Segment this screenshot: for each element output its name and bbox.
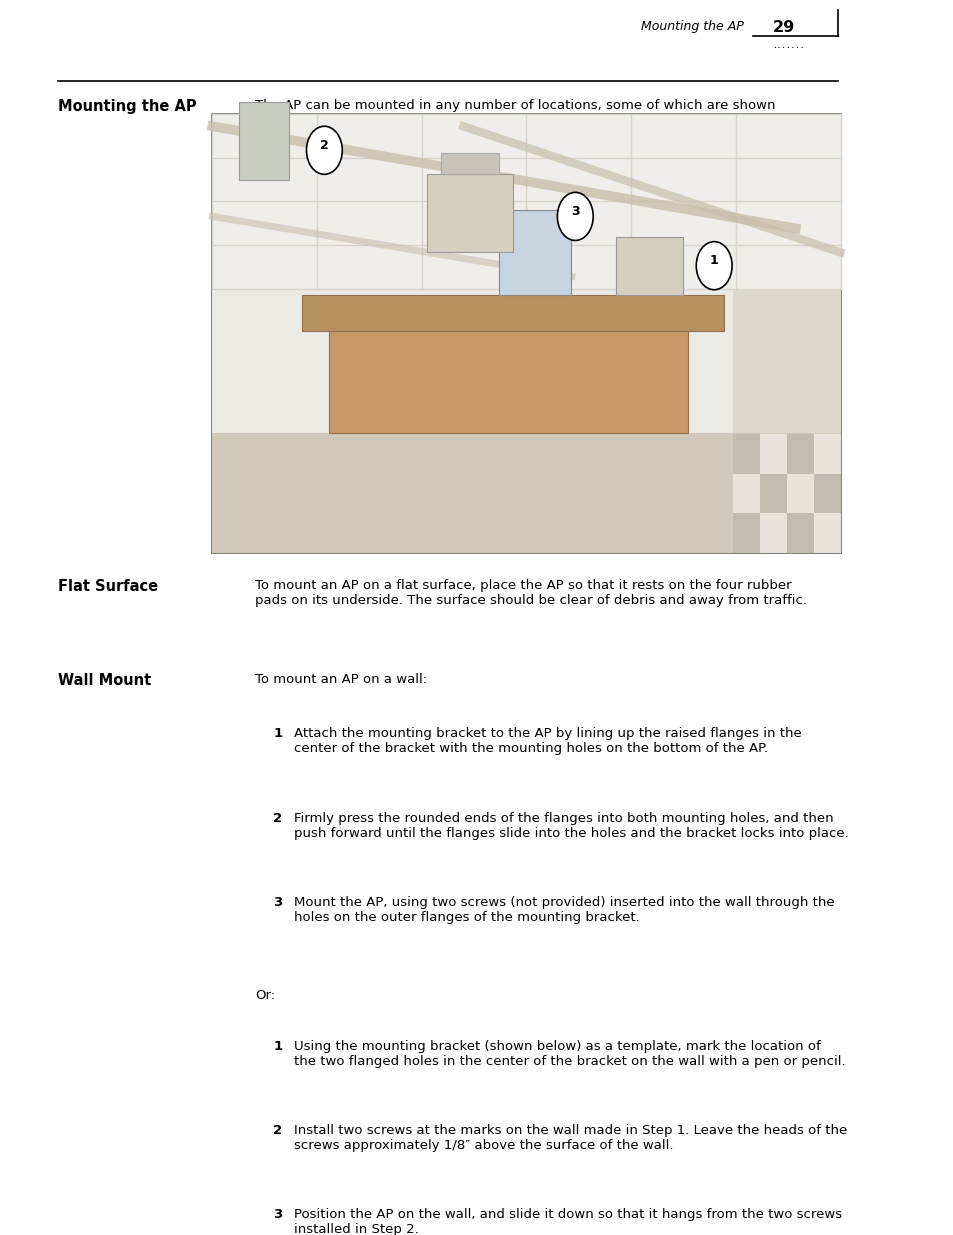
FancyBboxPatch shape	[213, 114, 840, 289]
FancyBboxPatch shape	[760, 514, 786, 553]
Text: 1: 1	[709, 254, 718, 268]
FancyBboxPatch shape	[813, 433, 840, 474]
Text: Firmly press the rounded ends of the flanges into both mounting holes, and then
: Firmly press the rounded ends of the fla…	[294, 811, 848, 840]
Text: Mounting the AP: Mounting the AP	[58, 99, 196, 114]
FancyBboxPatch shape	[760, 474, 786, 514]
FancyBboxPatch shape	[732, 433, 760, 474]
Text: Mounting the AP: Mounting the AP	[640, 21, 742, 33]
FancyBboxPatch shape	[732, 289, 840, 432]
FancyBboxPatch shape	[498, 210, 570, 295]
FancyBboxPatch shape	[813, 514, 840, 553]
FancyBboxPatch shape	[213, 289, 840, 432]
Text: 2: 2	[273, 1124, 282, 1137]
FancyBboxPatch shape	[213, 114, 840, 553]
FancyBboxPatch shape	[440, 153, 498, 174]
FancyBboxPatch shape	[786, 514, 813, 553]
Text: Mount the AP, using two screws (not provided) inserted into the wall through the: Mount the AP, using two screws (not prov…	[294, 895, 834, 924]
FancyBboxPatch shape	[732, 514, 760, 553]
FancyBboxPatch shape	[615, 237, 682, 295]
FancyBboxPatch shape	[427, 174, 512, 252]
Text: Using the mounting bracket (shown below) as a template, mark the location of
the: Using the mounting bracket (shown below)…	[294, 1040, 844, 1068]
Text: 2: 2	[273, 811, 282, 825]
FancyBboxPatch shape	[813, 474, 840, 514]
Text: Attach the mounting bracket to the AP by lining up the raised flanges in the
cen: Attach the mounting bracket to the AP by…	[294, 727, 801, 756]
Text: 2: 2	[319, 140, 329, 152]
FancyBboxPatch shape	[213, 432, 840, 553]
FancyBboxPatch shape	[760, 433, 786, 474]
Text: 3: 3	[273, 1208, 282, 1221]
Circle shape	[557, 193, 593, 241]
Circle shape	[696, 242, 731, 290]
Text: Install two screws at the marks on the wall made in Step 1. Leave the heads of t: Install two screws at the marks on the w…	[294, 1124, 846, 1152]
Text: Position the AP on the wall, and slide it down so that it hangs from the two scr: Position the AP on the wall, and slide i…	[294, 1208, 841, 1235]
Text: Or:: Or:	[255, 989, 275, 1003]
Text: Flat Surface: Flat Surface	[58, 579, 158, 594]
FancyBboxPatch shape	[329, 331, 687, 432]
Text: 1: 1	[273, 1040, 282, 1053]
Text: 29: 29	[772, 21, 794, 36]
FancyBboxPatch shape	[239, 103, 288, 180]
FancyBboxPatch shape	[732, 474, 760, 514]
Text: The AP can be mounted in any number of locations, some of which are shown
below.: The AP can be mounted in any number of l…	[255, 99, 775, 126]
Text: .......: .......	[772, 41, 804, 49]
FancyBboxPatch shape	[786, 433, 813, 474]
Text: Wall Mount: Wall Mount	[58, 673, 152, 688]
Text: To mount an AP on a wall:: To mount an AP on a wall:	[255, 673, 427, 687]
FancyBboxPatch shape	[786, 474, 813, 514]
Text: To mount an AP on a flat surface, place the AP so that it rests on the four rubb: To mount an AP on a flat surface, place …	[255, 579, 806, 608]
Text: 3: 3	[273, 895, 282, 909]
Text: 1: 1	[273, 727, 282, 740]
Text: 3: 3	[571, 205, 579, 219]
FancyBboxPatch shape	[302, 295, 723, 331]
Circle shape	[306, 126, 342, 174]
